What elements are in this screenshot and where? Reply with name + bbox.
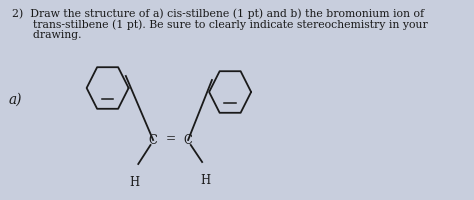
Text: 2)  Draw the structure of a) cis-stilbene (1 pt) and b) the bromonium ion of: 2) Draw the structure of a) cis-stilbene… — [12, 8, 424, 19]
Text: C: C — [184, 134, 192, 146]
Text: a): a) — [9, 93, 22, 107]
Text: H: H — [201, 174, 210, 187]
Text: H: H — [129, 176, 139, 189]
Text: C: C — [149, 134, 157, 146]
Text: =: = — [165, 132, 176, 146]
Text: drawing.: drawing. — [12, 30, 82, 40]
Text: trans-stilbene (1 pt). Be sure to clearly indicate stereochemistry in your: trans-stilbene (1 pt). Be sure to clearl… — [12, 19, 428, 30]
